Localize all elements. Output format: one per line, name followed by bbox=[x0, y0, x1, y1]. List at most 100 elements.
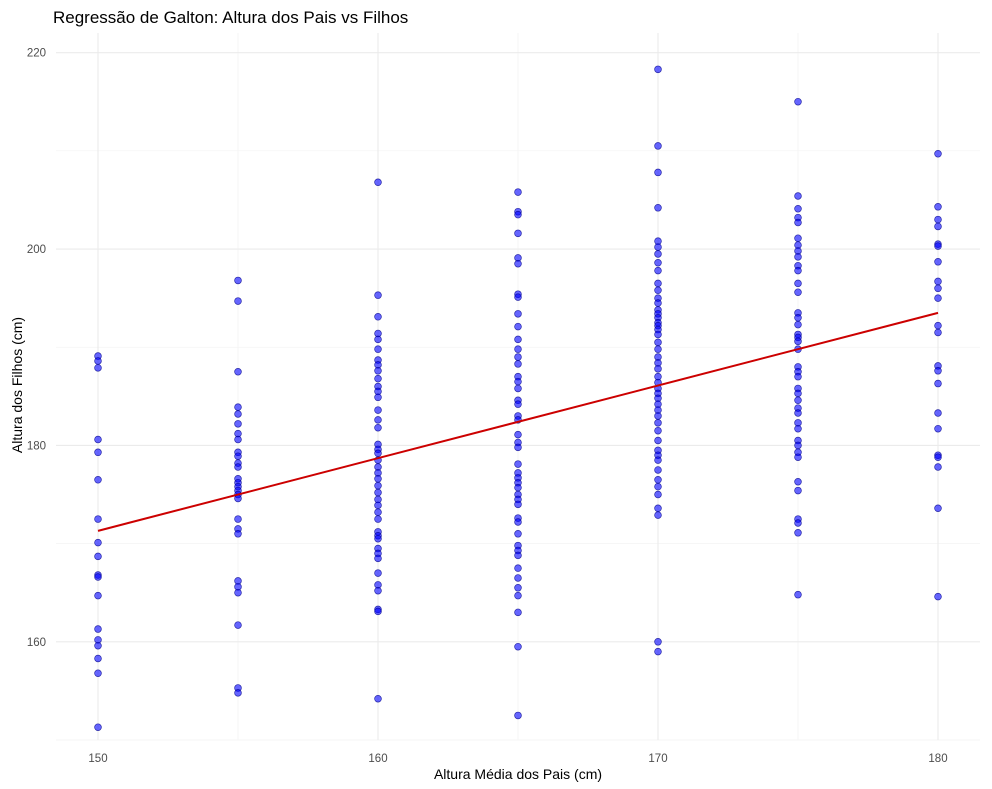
data-point bbox=[234, 463, 242, 471]
data-point bbox=[374, 374, 382, 383]
data-point bbox=[934, 379, 942, 388]
data-point bbox=[514, 584, 522, 592]
data-point bbox=[654, 266, 662, 275]
data-point bbox=[794, 218, 802, 227]
data-point bbox=[514, 360, 522, 368]
data-point bbox=[794, 424, 802, 433]
y-axis-title: Altura dos Filhos (cm) bbox=[9, 317, 25, 453]
data-point bbox=[794, 266, 802, 275]
data-point bbox=[374, 423, 382, 432]
tick-labels: 150 160 170 180 160 180 200 220 bbox=[27, 48, 948, 765]
data-point bbox=[934, 222, 942, 231]
data-point bbox=[374, 481, 382, 490]
data-point bbox=[514, 310, 522, 318]
data-point bbox=[934, 424, 942, 433]
data-point bbox=[794, 279, 802, 288]
data-point bbox=[794, 320, 802, 329]
data-point bbox=[934, 277, 942, 286]
data-point bbox=[94, 625, 102, 633]
data-point bbox=[514, 430, 522, 439]
x-tick-label: 150 bbox=[88, 753, 107, 765]
data-point bbox=[794, 477, 802, 486]
data-point bbox=[94, 552, 102, 561]
data-point bbox=[794, 372, 802, 381]
data-point bbox=[794, 529, 802, 537]
data-point bbox=[94, 448, 102, 457]
data-point bbox=[934, 328, 942, 337]
data-point bbox=[934, 453, 942, 461]
y-tick-label: 220 bbox=[27, 48, 46, 60]
data-point bbox=[94, 515, 102, 523]
data-point bbox=[94, 476, 102, 484]
data-point bbox=[374, 488, 382, 497]
data-point bbox=[234, 435, 242, 444]
data-point bbox=[654, 436, 662, 445]
x-axis-title: Altura Média dos Pais (cm) bbox=[434, 766, 602, 782]
data-point bbox=[234, 403, 242, 411]
data-point bbox=[794, 253, 802, 261]
data-point bbox=[654, 65, 662, 74]
data-point bbox=[514, 229, 522, 238]
data-point bbox=[934, 294, 942, 302]
data-point bbox=[654, 279, 662, 288]
data-point bbox=[514, 530, 522, 538]
data-point bbox=[514, 443, 522, 452]
data-point bbox=[94, 641, 102, 650]
data-point bbox=[514, 551, 522, 560]
data-point bbox=[934, 203, 942, 211]
data-point bbox=[374, 367, 382, 375]
data-point bbox=[374, 515, 382, 523]
data-point bbox=[794, 337, 802, 346]
data-point bbox=[374, 406, 382, 414]
data-points bbox=[94, 65, 942, 731]
data-point bbox=[934, 592, 942, 601]
data-point bbox=[794, 409, 802, 417]
data-point bbox=[514, 711, 522, 720]
data-point bbox=[514, 460, 522, 468]
data-point bbox=[374, 508, 382, 516]
data-point bbox=[234, 420, 242, 428]
data-point bbox=[654, 250, 662, 258]
data-point bbox=[654, 456, 662, 464]
data-point bbox=[654, 204, 662, 212]
data-point bbox=[374, 501, 382, 510]
data-point bbox=[514, 335, 522, 344]
data-point bbox=[374, 534, 382, 543]
data-point bbox=[374, 449, 382, 458]
data-point bbox=[514, 384, 522, 393]
data-point bbox=[374, 416, 382, 424]
data-point bbox=[794, 192, 802, 200]
data-point bbox=[234, 297, 242, 305]
data-point bbox=[514, 188, 522, 196]
data-point bbox=[514, 642, 522, 651]
data-point bbox=[94, 435, 102, 444]
data-point bbox=[794, 389, 802, 398]
data-point bbox=[374, 695, 382, 703]
data-point bbox=[374, 607, 382, 616]
data-point bbox=[934, 150, 942, 158]
data-point bbox=[654, 638, 662, 646]
data-point bbox=[794, 234, 802, 242]
data-point bbox=[374, 335, 382, 344]
data-point bbox=[794, 314, 802, 322]
data-point bbox=[934, 463, 942, 471]
data-point bbox=[94, 538, 102, 547]
data-point bbox=[234, 452, 242, 460]
data-point bbox=[654, 504, 662, 513]
data-point bbox=[794, 396, 802, 404]
data-point bbox=[234, 621, 242, 629]
data-point bbox=[234, 276, 242, 285]
regression-line-layer bbox=[97, 311, 939, 532]
data-point bbox=[374, 554, 382, 563]
data-point bbox=[794, 486, 802, 495]
data-point bbox=[514, 377, 522, 386]
data-point bbox=[234, 515, 242, 523]
data-point bbox=[654, 299, 662, 307]
data-point bbox=[514, 293, 522, 301]
data-point bbox=[654, 466, 662, 474]
data-point bbox=[514, 518, 522, 526]
data-point bbox=[514, 322, 522, 331]
data-point bbox=[374, 586, 382, 595]
data-point bbox=[234, 368, 242, 376]
data-point bbox=[94, 591, 102, 600]
